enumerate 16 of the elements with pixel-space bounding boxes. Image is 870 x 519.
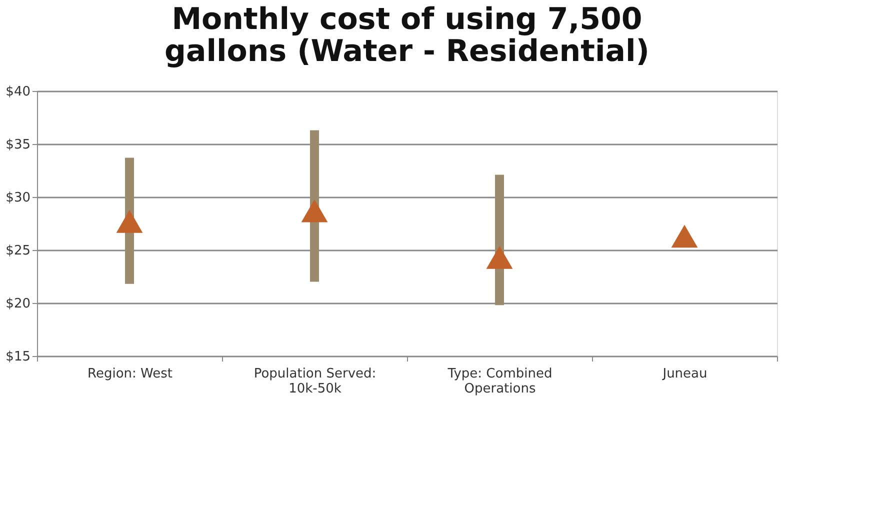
y-tick-label: $20: [6, 296, 30, 312]
text: Monthly cost of using 7,500: [172, 2, 642, 37]
point: [671, 224, 698, 248]
y-tick-label: $15: [6, 350, 30, 364]
text: gallons (Water - Residential): [164, 34, 650, 69]
y-tick-label: $25: [6, 244, 30, 258]
x-tick-label: Region: West: [88, 366, 172, 382]
point: [486, 246, 513, 269]
point: [301, 199, 328, 222]
y-tick-label: $30: [6, 190, 30, 206]
y-tick-label: $35: [6, 138, 30, 152]
y-tick-label: $40: [6, 84, 30, 100]
x-tick-label: Type: Combined Operations: [446, 366, 552, 396]
point: [116, 210, 143, 233]
x-tick-label: Population Served: 10k-50k: [254, 366, 376, 396]
x-tick-label: Juneau: [662, 366, 708, 382]
